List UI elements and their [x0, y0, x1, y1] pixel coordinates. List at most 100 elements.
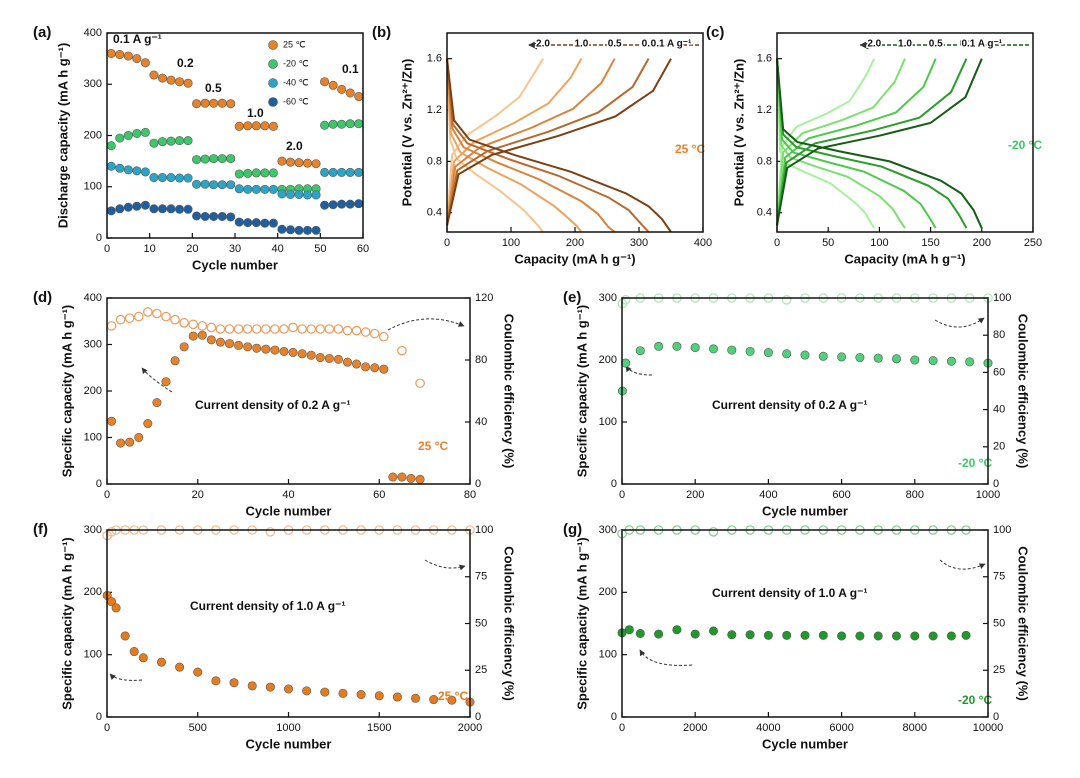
capacity-point — [328, 80, 338, 90]
y-tick-label: 0.8 — [427, 155, 442, 167]
y2-tick-label: 0 — [475, 711, 481, 723]
efficiency-point — [261, 324, 271, 334]
efficiency-point — [251, 324, 262, 334]
capacity-point — [352, 359, 362, 369]
x-tick-label: 400 — [694, 237, 712, 249]
annotation: 0.5 — [205, 81, 222, 95]
rate-label: 0.1 A g⁻¹ — [961, 39, 1002, 50]
efficiency-point — [397, 345, 407, 356]
capacity-point — [132, 166, 142, 176]
efficiency-point — [265, 527, 276, 537]
capacity-point — [328, 119, 338, 129]
y-tick-label: 200 — [84, 586, 102, 598]
capacity-point — [294, 158, 304, 168]
y2-tick-label: 100 — [993, 292, 1011, 304]
y-tick-label: 0 — [96, 478, 102, 490]
capacity-point — [337, 199, 347, 209]
capacity-point — [157, 137, 167, 147]
capacity-point — [166, 136, 176, 146]
pointer-arrow — [625, 365, 653, 376]
capacity-point — [111, 603, 121, 613]
y-axis-label: Specific capacity (mA h g⁻¹) — [59, 305, 74, 478]
capacity-point — [209, 180, 219, 190]
rate-label: 2.0 — [867, 39, 881, 50]
capacity-point — [328, 167, 338, 177]
efficiency-point — [297, 324, 307, 334]
capacity-point — [115, 163, 125, 173]
y2-tick-label: 75 — [475, 571, 487, 583]
x-tick-label: 200 — [566, 237, 584, 249]
panel-label: (g) — [563, 521, 582, 538]
capacity-point — [277, 156, 287, 166]
efficiency-point — [179, 317, 189, 328]
capacity-point — [234, 340, 244, 350]
x-tick-label: 100 — [870, 237, 888, 249]
capacity-point — [337, 119, 347, 129]
y2-axis-label: Coulombic efficiency (%) — [1016, 546, 1031, 701]
capacity-point — [260, 168, 270, 178]
x-axis-label: Cycle number — [246, 736, 332, 751]
y-tick-label: 300 — [84, 338, 102, 350]
capacity-point — [855, 631, 865, 641]
capacity-point — [143, 419, 153, 429]
capacity-point — [261, 344, 271, 354]
efficiency-point — [288, 322, 298, 333]
capacity-point — [106, 48, 116, 58]
curve — [446, 58, 616, 233]
capacity-point — [134, 432, 144, 442]
capacity-point — [800, 630, 810, 640]
capacity-point — [354, 119, 364, 129]
y2-tick-label: 0 — [993, 711, 999, 723]
y2-tick-label: 0 — [475, 478, 481, 490]
capacity-point — [303, 225, 313, 235]
capacity-point — [175, 204, 185, 214]
y-tick-label: 0.4 — [427, 207, 442, 219]
capacity-point — [243, 184, 253, 194]
capacity-point — [837, 631, 847, 641]
capacity-point — [311, 190, 321, 200]
y-tick-label: 100 — [84, 181, 102, 193]
y-tick-label: 400 — [84, 292, 102, 304]
y2-tick-label: 100 — [993, 524, 1011, 536]
capacity-point — [175, 662, 185, 672]
capacity-point — [397, 472, 407, 482]
x-tick-label: 10 — [144, 243, 156, 255]
capacity-point — [337, 84, 347, 94]
capacity-point — [388, 472, 398, 482]
capacity-point — [183, 136, 193, 146]
x-tick-label: 600 — [832, 489, 850, 501]
x-axis-label: Cycle number — [192, 257, 278, 272]
y2-tick-label: 40 — [993, 404, 1005, 416]
y-tick-label: 100 — [84, 649, 102, 661]
capacity-point — [311, 159, 321, 169]
capacity-point — [120, 631, 130, 641]
pointer-arrow — [424, 559, 466, 571]
y2-tick-label: 20 — [993, 441, 1005, 453]
legend-marker — [268, 59, 278, 69]
legend-label: -40 ℃ — [283, 77, 309, 87]
capacity-point — [745, 346, 755, 356]
capacity-point — [226, 212, 236, 222]
y2-tick-label: 80 — [993, 329, 1005, 341]
capacity-point — [149, 70, 159, 80]
capacity-point — [260, 184, 270, 194]
capacity-point — [192, 155, 202, 165]
y-tick-label: 300 — [84, 524, 102, 536]
capacity-point — [763, 348, 773, 358]
annotation: 0.1 — [342, 62, 359, 76]
efficiency-point — [333, 324, 344, 334]
capacity-point — [188, 331, 198, 341]
y-tick-label: 100 — [599, 649, 617, 661]
capacity-point — [183, 173, 193, 183]
capacity-point — [961, 630, 971, 640]
capacity-point — [910, 631, 920, 641]
capacity-point — [302, 686, 312, 696]
x-tick-label: 0 — [104, 722, 110, 734]
y-tick-label: 0 — [96, 232, 102, 244]
y-tick-label: 200 — [599, 354, 617, 366]
capacity-point — [175, 77, 185, 87]
capacity-point — [226, 154, 236, 164]
capacity-point — [217, 98, 227, 108]
efficiency-point — [115, 314, 126, 325]
